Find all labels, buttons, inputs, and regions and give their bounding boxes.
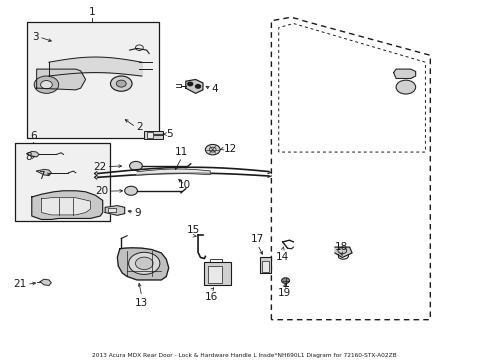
Bar bbox=[207, 266, 221, 283]
Bar bbox=[262, 261, 268, 272]
Text: 12: 12 bbox=[223, 144, 236, 154]
Text: 21: 21 bbox=[14, 279, 27, 289]
Bar bbox=[15, 143, 110, 221]
Text: 10: 10 bbox=[178, 180, 191, 190]
Polygon shape bbox=[137, 169, 210, 175]
Text: 17: 17 bbox=[250, 234, 264, 244]
Polygon shape bbox=[41, 198, 90, 215]
Polygon shape bbox=[40, 279, 51, 285]
Circle shape bbox=[205, 144, 220, 155]
Text: 19: 19 bbox=[277, 288, 291, 297]
Text: 14: 14 bbox=[275, 252, 289, 262]
Circle shape bbox=[395, 80, 415, 94]
Text: 5: 5 bbox=[166, 129, 173, 139]
Text: 7: 7 bbox=[38, 171, 45, 181]
Polygon shape bbox=[334, 247, 351, 257]
Text: 4: 4 bbox=[211, 84, 218, 94]
Text: 8: 8 bbox=[25, 152, 32, 162]
Text: 20: 20 bbox=[95, 186, 108, 196]
Bar bbox=[107, 208, 116, 212]
Text: 2013 Acura MDX Rear Door - Lock & Hardware Handle L Insde*NH690L1 Diagram for 72: 2013 Acura MDX Rear Door - Lock & Hardwa… bbox=[92, 353, 396, 358]
Circle shape bbox=[195, 85, 200, 88]
Bar bbox=[260, 257, 270, 273]
Polygon shape bbox=[117, 248, 168, 280]
Text: 15: 15 bbox=[186, 225, 200, 235]
Text: 11: 11 bbox=[175, 147, 188, 157]
Circle shape bbox=[129, 161, 142, 170]
Bar bbox=[144, 131, 163, 139]
Circle shape bbox=[135, 257, 153, 270]
Bar bbox=[27, 22, 159, 138]
Text: 2: 2 bbox=[136, 122, 142, 132]
Text: 1: 1 bbox=[88, 7, 95, 17]
Circle shape bbox=[116, 80, 126, 87]
Text: 22: 22 bbox=[93, 162, 106, 172]
Polygon shape bbox=[32, 191, 102, 220]
Polygon shape bbox=[27, 151, 39, 157]
Circle shape bbox=[128, 252, 160, 274]
Circle shape bbox=[124, 186, 137, 195]
Circle shape bbox=[187, 82, 192, 86]
Bar bbox=[146, 132, 152, 138]
Text: 13: 13 bbox=[135, 298, 148, 308]
Text: 18: 18 bbox=[334, 242, 347, 252]
Bar bbox=[204, 262, 231, 285]
Circle shape bbox=[34, 76, 59, 93]
Polygon shape bbox=[185, 80, 203, 93]
Text: 6: 6 bbox=[30, 131, 37, 141]
Text: 9: 9 bbox=[134, 208, 141, 217]
Circle shape bbox=[281, 278, 289, 283]
Polygon shape bbox=[105, 206, 124, 215]
Circle shape bbox=[41, 81, 52, 89]
Polygon shape bbox=[37, 169, 51, 176]
Text: 3: 3 bbox=[32, 32, 39, 42]
Polygon shape bbox=[393, 69, 415, 78]
Circle shape bbox=[110, 76, 132, 91]
Text: 16: 16 bbox=[204, 292, 218, 302]
Polygon shape bbox=[37, 69, 85, 90]
